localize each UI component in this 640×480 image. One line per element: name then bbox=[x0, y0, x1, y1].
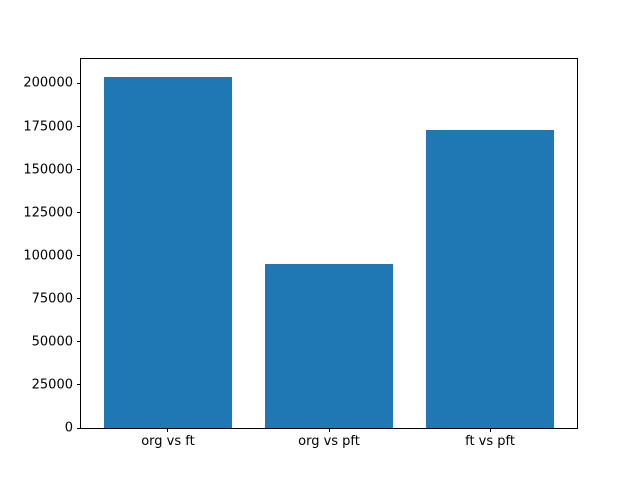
x-tick-mark bbox=[167, 428, 169, 432]
y-tick-label: 200000 bbox=[23, 75, 73, 91]
y-tick-mark bbox=[77, 212, 81, 214]
y-tick-label: 150000 bbox=[23, 162, 73, 178]
y-tick-label: 125000 bbox=[23, 205, 73, 221]
bar-org-vs-pft bbox=[264, 264, 394, 428]
y-tick-label: 100000 bbox=[23, 248, 73, 264]
y-tick-label: 0 bbox=[64, 420, 73, 436]
y-tick-label: 50000 bbox=[31, 334, 73, 350]
x-tick-mark bbox=[328, 428, 330, 432]
y-tick-mark bbox=[77, 298, 81, 300]
x-tick-label: ft vs pft bbox=[465, 434, 515, 449]
y-tick-label: 25000 bbox=[31, 377, 73, 393]
x-tick-mark bbox=[489, 428, 491, 432]
y-tick-mark bbox=[77, 126, 81, 128]
x-tick-label: org vs ft bbox=[141, 434, 195, 449]
y-tick-mark bbox=[77, 384, 81, 386]
y-tick-mark bbox=[77, 169, 81, 171]
y-tick-mark bbox=[77, 82, 81, 84]
y-tick-label: 175000 bbox=[23, 119, 73, 135]
y-tick-mark bbox=[77, 427, 81, 429]
y-tick-mark bbox=[77, 255, 81, 257]
x-tick-label: org vs pft bbox=[298, 434, 360, 449]
bar-org-vs-ft bbox=[103, 76, 233, 428]
plot-area: 0 25000 50000 75000 100000 125000 150000 175000… bbox=[23, 58, 578, 448]
y-tick-mark bbox=[77, 341, 81, 343]
bar-ft-vs-pft bbox=[425, 129, 555, 428]
y-tick-label: 75000 bbox=[31, 291, 73, 307]
